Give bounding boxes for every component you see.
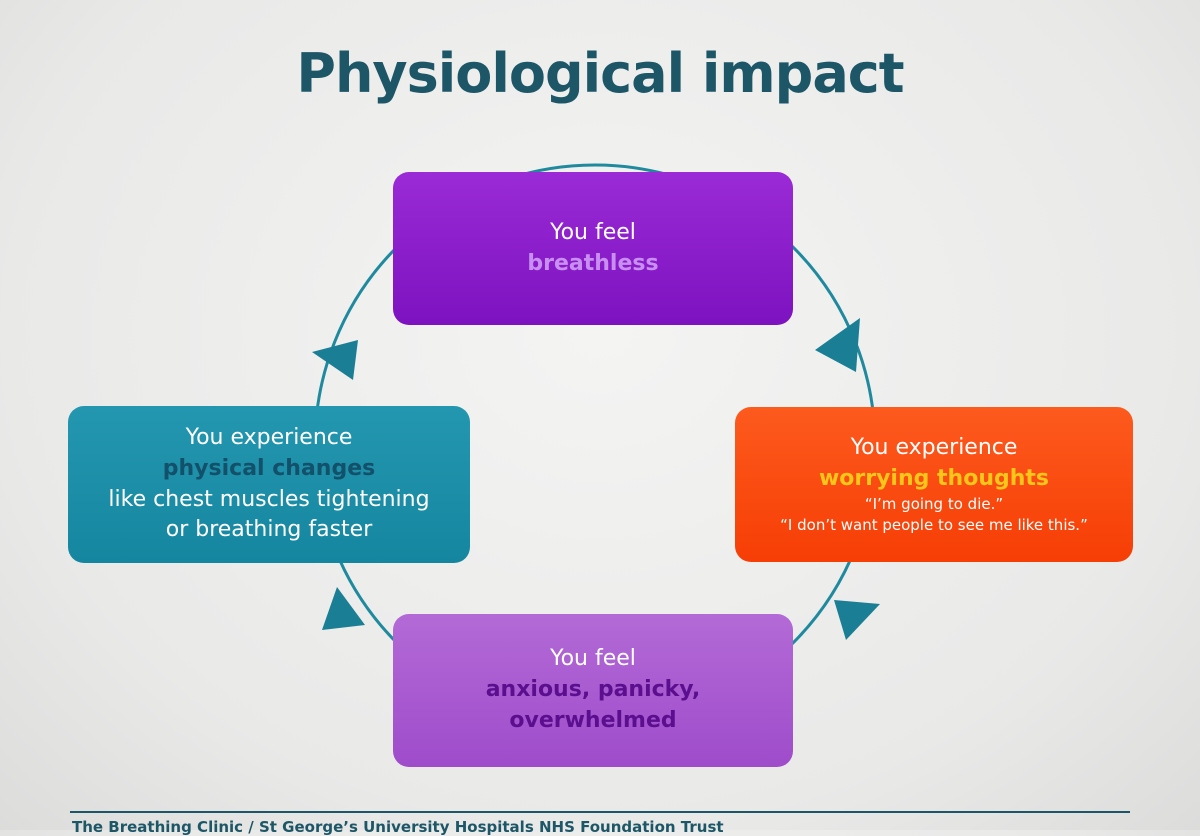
node-text: like chest muscles tightening (108, 486, 430, 512)
node-anxious: You feel anxious, panicky, overwhelmed (393, 614, 793, 767)
arrow (834, 600, 880, 640)
arrow (312, 340, 358, 380)
node-quote: “I’m going to die.” (864, 495, 1004, 514)
node-highlight: overwhelmed (509, 707, 677, 733)
node-quote: “I don’t want people to see me like this… (780, 516, 1088, 535)
node-text: or breathing faster (165, 517, 373, 543)
node-text: You experience (185, 424, 353, 450)
footer: The Breathing Clinic / St George’s Unive… (72, 818, 724, 836)
arrow (815, 318, 860, 372)
node-highlight: anxious, panicky, (485, 677, 701, 703)
node-highlight: physical changes (162, 455, 376, 481)
arrow (322, 587, 365, 630)
node-thoughts: You experience worrying thoughts “I’m go… (735, 407, 1133, 562)
node-breathless: You feel breathless (393, 172, 793, 325)
node-text: You experience (850, 434, 1018, 460)
node-physical: You experience physical changes like che… (68, 406, 470, 563)
node-highlight: worrying thoughts (818, 465, 1050, 491)
node-highlight: breathless (527, 250, 659, 276)
footer-rule (70, 811, 1130, 813)
node-text: You feel (550, 646, 636, 672)
slide-title: Physiological impact (296, 42, 904, 105)
node-text: You feel (550, 219, 636, 245)
